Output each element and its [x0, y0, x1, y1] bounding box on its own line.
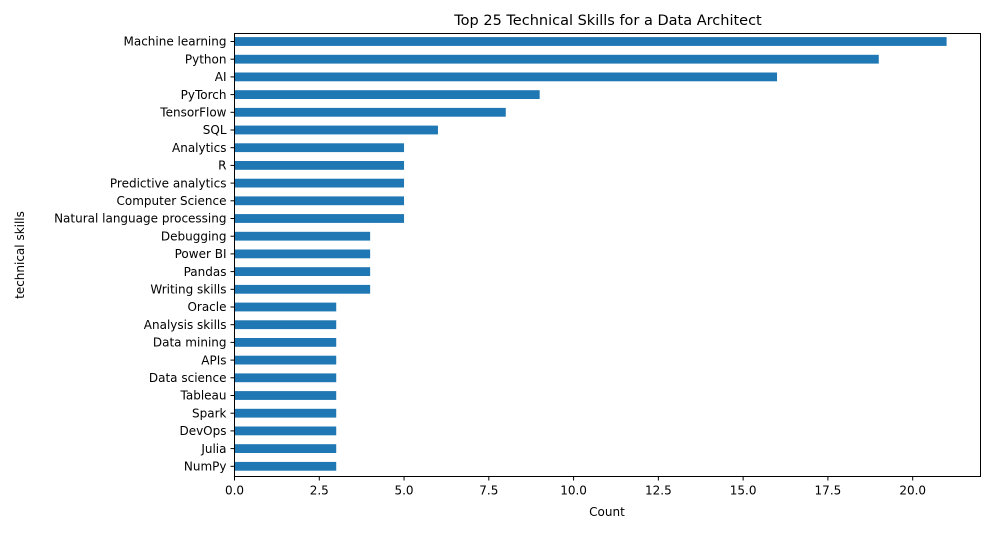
- x-tick-label: 0.0: [225, 484, 244, 498]
- y-tick-label: Analysis skills: [144, 318, 227, 332]
- y-tick-label: Tableau: [180, 389, 227, 403]
- y-tick-label: Julia: [200, 442, 226, 456]
- bar-data-science: [234, 373, 337, 383]
- y-tick-label: Natural language processing: [54, 212, 226, 226]
- y-tick-label: Debugging: [161, 229, 227, 243]
- y-tick-label: APIs: [201, 353, 226, 367]
- y-tick-label: NumPy: [184, 460, 227, 474]
- y-tick-label: Power BI: [175, 247, 227, 261]
- y-tick-label: SQL: [203, 123, 227, 137]
- bar-analytics: [234, 143, 405, 153]
- x-tick-label: 7.5: [479, 484, 498, 498]
- y-tick-label: Analytics: [172, 141, 227, 155]
- y-tick-label: Predictive analytics: [110, 176, 227, 190]
- bar-tensorflow: [234, 107, 506, 117]
- y-tick-label: Machine learning: [123, 35, 226, 49]
- y-tick-label: Data mining: [153, 336, 227, 350]
- bar-writing-skills: [234, 284, 371, 294]
- bar-julia: [234, 444, 337, 453]
- bar-predictive-analytics: [234, 178, 405, 188]
- y-tick-label: TensorFlow: [159, 106, 226, 120]
- bar-spark: [234, 408, 337, 418]
- bar-machine-learning: [234, 37, 947, 46]
- bar-apis: [234, 355, 337, 365]
- bar-devops: [234, 426, 337, 436]
- bars-group: [234, 37, 947, 471]
- bar-debugging: [234, 231, 371, 241]
- bar-pytorch: [234, 90, 540, 99]
- x-tick-label: 10.0: [560, 484, 587, 498]
- y-tick-label: Data science: [149, 371, 227, 385]
- bar-r: [234, 161, 405, 170]
- y-tick-label: Computer Science: [117, 194, 227, 208]
- x-tick-label: 15.0: [730, 484, 757, 498]
- bar-numpy: [234, 461, 337, 471]
- x-axis-label: Count: [589, 505, 625, 519]
- bar-analysis-skills: [234, 320, 337, 330]
- y-tick-label: Spark: [192, 406, 227, 420]
- x-axis-ticks: 0.0 2.5 5.0 7.5 10.0 12.5 15.0 17.5 20.0: [225, 476, 926, 498]
- y-axis-label: technical skills: [13, 211, 27, 299]
- bar-oracle: [234, 302, 337, 312]
- bar-python: [234, 54, 879, 64]
- x-tick-label: 20.0: [899, 484, 926, 498]
- bar-pandas: [234, 267, 371, 276]
- y-axis-ticks: Machine learning Python AI PyTorch TensorFlo…: [54, 35, 235, 474]
- y-tick-label: Oracle: [187, 300, 226, 314]
- x-tick-label: 17.5: [815, 484, 842, 498]
- bar-power-bi: [234, 249, 371, 259]
- y-tick-label: Python: [185, 52, 227, 66]
- y-tick-label: Writing skills: [150, 283, 226, 297]
- bar-sql: [234, 125, 438, 135]
- bar-computer-science: [234, 196, 405, 206]
- y-tick-label: Pandas: [184, 265, 227, 279]
- y-tick-label: DevOps: [179, 424, 226, 438]
- chart-title: Top 25 Technical Skills for a Data Archi…: [453, 13, 762, 29]
- y-tick-label: R: [218, 159, 226, 173]
- bar-data-mining: [234, 338, 337, 347]
- x-tick-label: 12.5: [645, 484, 672, 498]
- bar-natural-language-processing: [234, 214, 405, 223]
- x-tick-label: 2.5: [310, 484, 329, 498]
- bar-tableau: [234, 391, 337, 400]
- y-tick-label: AI: [215, 70, 227, 84]
- x-tick-label: 5.0: [394, 484, 413, 498]
- bar-ai: [234, 72, 778, 82]
- y-tick-label: PyTorch: [181, 88, 227, 102]
- plot-frame: [234, 33, 981, 477]
